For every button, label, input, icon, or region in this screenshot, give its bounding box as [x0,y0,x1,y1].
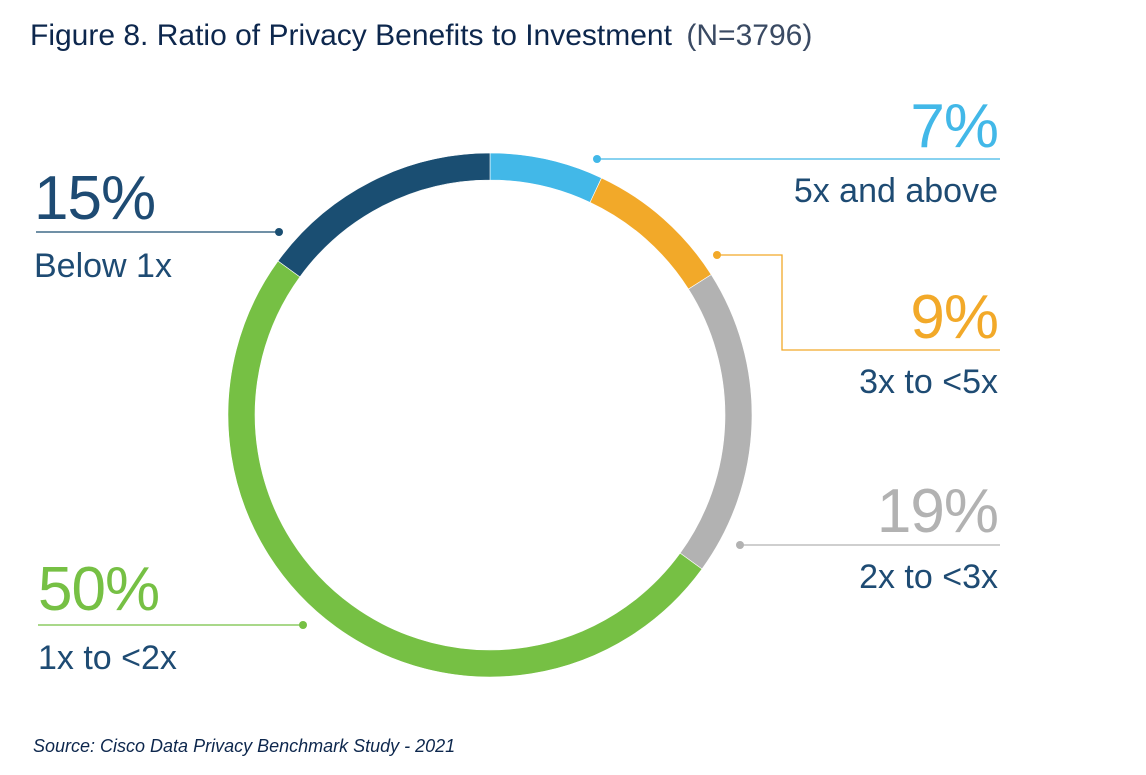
value-label-5x-and-above: 7% [910,92,998,161]
category-label-2x-to-3x: 2x to <3x [859,558,998,596]
value-label-1x-to-2x: 50% [38,555,159,624]
donut-ring [227,152,753,678]
category-label-below-1x: Below 1x [34,247,172,285]
category-label-5x-and-above: 5x and above [794,172,998,210]
callouts: 7% 5x and above 9% 3x to <5x 19% 2x to <3x 50%… [34,92,1000,677]
value-label-3x-to-5x: 9% [910,283,998,352]
value-label-2x-to-3x: 19% [877,477,998,546]
slice-1x-to-2x [227,260,703,678]
category-label-3x-to-5x: 3x to <5x [859,363,998,401]
leader-dot-below-1x [275,228,283,236]
source-note: Source: Cisco Data Privacy Benchmark Stu… [33,736,455,756]
slice-below-1x [277,152,491,278]
chart-title: Figure 8. Ratio of Privacy Benefits to I… [30,19,673,52]
slice-2x-to-3x [679,274,753,570]
leader-line-3x-to-5x [717,254,1000,351]
chart-title-text: Figure 8. Ratio of Privacy Benefits to I… [30,19,812,52]
leader-dot-5x-and-above [593,155,601,163]
slice-5x-and-above [489,152,602,203]
value-label-below-1x: 15% [34,164,155,233]
leader-dot-3x-to-5x [713,251,721,259]
leader-dot-1x-to-2x [299,621,307,629]
category-label-1x-to-2x: 1x to <2x [38,639,177,677]
chart-subtitle: (N=3796) [686,19,812,52]
leader-dot-2x-to-3x [736,541,744,549]
slice-3x-to-5x [589,177,712,290]
